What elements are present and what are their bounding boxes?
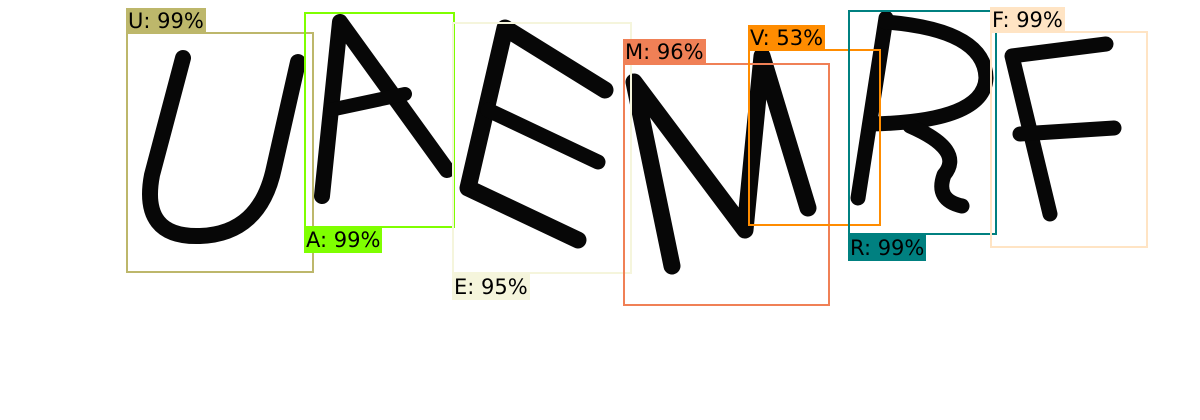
glyph-f [1004,36,1122,222]
glyph-e [459,19,614,249]
label-f: F: 99% [990,7,1065,33]
bounding-box-e [452,22,632,274]
bounding-box-f [990,31,1148,248]
label-a: A: 99% [304,227,383,253]
label-r: R: 99% [848,235,927,261]
glyph-m [625,47,817,275]
bounding-box-u [126,32,314,273]
label-v: V: 53% [748,25,826,51]
label-m: M: 96% [623,39,706,65]
bounding-box-a [304,12,455,228]
glyph-r [850,10,994,214]
bounding-box-m [623,63,830,306]
bounding-box-r [848,10,997,235]
glyph-a [314,14,455,204]
label-u: U: 99% [126,8,206,34]
glyph-u [142,50,306,245]
label-e: E: 95% [452,274,530,300]
